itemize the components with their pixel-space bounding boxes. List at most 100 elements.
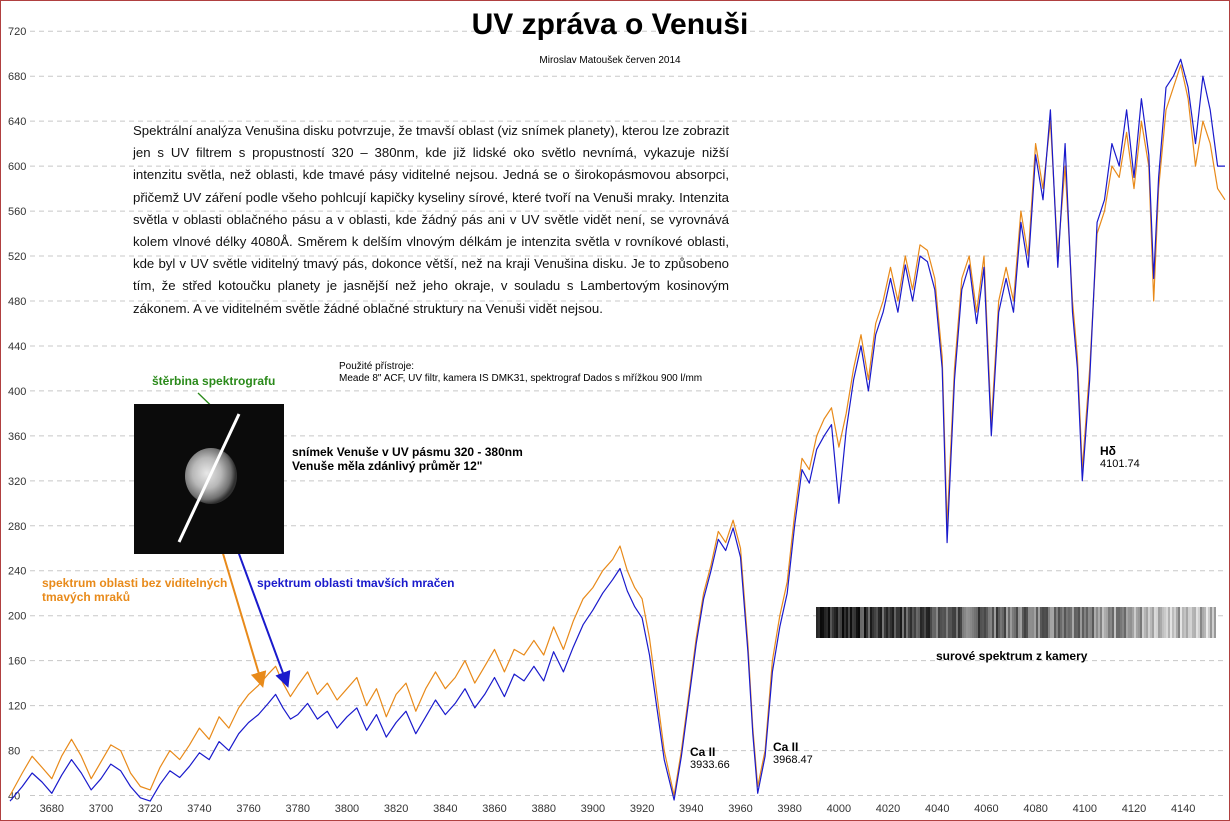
raw-spectrum-band: [1082, 607, 1084, 638]
raw-spectrum-band: [1122, 607, 1124, 638]
raw-spectrum-band: [1136, 607, 1138, 638]
raw-spectrum-band: [902, 607, 904, 638]
raw-spectrum-band: [1210, 607, 1212, 638]
raw-spectrum-band: [1160, 607, 1162, 638]
raw-spectrum-band: [1186, 607, 1188, 638]
raw-spectrum-band: [918, 607, 920, 638]
raw-spectrum-band: [1096, 607, 1098, 638]
x-tick-label: 3700: [89, 803, 113, 815]
raw-spectrum-band: [1006, 607, 1008, 638]
raw-spectrum-band: [1054, 607, 1056, 638]
raw-spectrum-band: [1086, 607, 1088, 638]
raw-spectrum-band: [976, 607, 978, 638]
raw-spectrum-band: [998, 607, 1000, 638]
raw-spectrum-band: [940, 607, 942, 638]
raw-spectrum-band: [986, 607, 988, 638]
raw-spectrum-band: [944, 607, 946, 638]
raw-spectrum-band: [974, 607, 976, 638]
raw-spectrum-band: [856, 607, 858, 638]
bright-region-label-line2: tmavých mraků: [42, 590, 131, 604]
raw-spectrum-band: [1084, 607, 1086, 638]
raw-spectrum-band: [894, 607, 896, 638]
raw-spectrum-band: [1014, 607, 1016, 638]
raw-spectrum-band: [904, 607, 906, 638]
raw-spectrum-band: [968, 607, 970, 638]
raw-spectrum-band: [832, 607, 834, 638]
raw-spectrum-band: [824, 607, 826, 638]
raw-spectrum-band: [1200, 607, 1202, 638]
x-tick-label: 3980: [777, 803, 801, 815]
raw-spectrum-band: [978, 607, 980, 638]
raw-spectrum-band: [1148, 607, 1150, 638]
ca-ii-k-value: 3933.66: [690, 759, 730, 771]
raw-spectrum-band: [1184, 607, 1186, 638]
raw-spectrum-band: [840, 607, 842, 638]
raw-spectrum-band: [1044, 607, 1046, 638]
x-tick-label: 4140: [1171, 803, 1195, 815]
raw-spectrum-band: [914, 607, 916, 638]
raw-spectrum-band: [930, 607, 932, 638]
raw-spectrum-band: [972, 607, 974, 638]
raw-spectrum-strip: [816, 607, 1216, 638]
h-delta-label: Hδ: [1100, 444, 1116, 458]
raw-spectrum-band: [1042, 607, 1044, 638]
raw-spectrum-band: [1168, 607, 1170, 638]
x-tick-label: 3920: [630, 803, 654, 815]
raw-spectrum-band: [1076, 607, 1078, 638]
y-tick-label: 440: [8, 341, 26, 353]
description-paragraph: Spektrální analýza Venušina disku potvrz…: [133, 123, 729, 316]
raw-spectrum-band: [1194, 607, 1196, 638]
raw-spectrum-band: [852, 607, 854, 638]
raw-spectrum-band: [1190, 607, 1192, 638]
raw-spectrum-band: [854, 607, 856, 638]
x-tick-label: 3800: [335, 803, 359, 815]
instruments-note: Použité přístroje: Meade 8" ACF, UV filt…: [339, 361, 702, 385]
raw-spectrum-band: [1098, 607, 1100, 638]
raw-spectrum-band: [1090, 607, 1092, 638]
raw-spectrum-band: [912, 607, 914, 638]
raw-spectrum-band: [980, 607, 982, 638]
raw-spectrum-band: [1196, 607, 1198, 638]
raw-spectrum-band: [1032, 607, 1034, 638]
x-tick-label: 4040: [925, 803, 949, 815]
y-tick-label: 520: [8, 251, 26, 263]
x-tick-label: 3860: [482, 803, 506, 815]
raw-spectrum-band: [1074, 607, 1076, 638]
raw-spectrum-band: [1100, 607, 1102, 638]
x-tick-label: 3740: [187, 803, 211, 815]
raw-spectrum-band: [1036, 607, 1038, 638]
raw-spectrum-band: [1144, 607, 1146, 638]
ca-ii-h-value: 3968.47: [773, 754, 813, 766]
instruments-heading: Použité přístroje:: [339, 361, 415, 372]
y-tick-label: 640: [8, 116, 26, 128]
raw-spectrum-band: [1072, 607, 1074, 638]
raw-spectrum-band: [848, 607, 850, 638]
raw-spectrum-band: [1068, 607, 1070, 638]
raw-spectrum-band: [990, 607, 992, 638]
raw-spectrum-band: [1198, 607, 1200, 638]
raw-spectrum-band: [886, 607, 888, 638]
raw-spectrum-band: [970, 607, 972, 638]
y-tick-label: 400: [8, 386, 26, 398]
raw-spectrum-band: [860, 607, 862, 638]
raw-spectrum-band: [1062, 607, 1064, 638]
raw-spectrum-band: [1124, 607, 1126, 638]
raw-spectrum-band: [942, 607, 944, 638]
raw-spectrum-band: [928, 607, 930, 638]
raw-spectrum-band: [946, 607, 948, 638]
raw-spectrum-band: [966, 607, 968, 638]
x-tick-label: 4000: [827, 803, 851, 815]
raw-spectrum-band: [1206, 607, 1208, 638]
raw-spectrum-band: [934, 607, 936, 638]
chart-subtitle: Miroslav Matoušek červen 2014: [539, 55, 681, 66]
series-line-dark-region: [9, 58, 1225, 802]
raw-spectrum-band: [1208, 607, 1210, 638]
raw-spectrum-band: [1066, 607, 1068, 638]
raw-spectrum-band: [1158, 607, 1160, 638]
raw-spectrum-band: [876, 607, 878, 638]
raw-spectrum-band: [1140, 607, 1142, 638]
y-tick-label: 160: [8, 656, 26, 668]
raw-spectrum-band: [1130, 607, 1132, 638]
x-tick-label: 3720: [138, 803, 162, 815]
ca-ii-k-label: Ca II: [690, 745, 716, 759]
